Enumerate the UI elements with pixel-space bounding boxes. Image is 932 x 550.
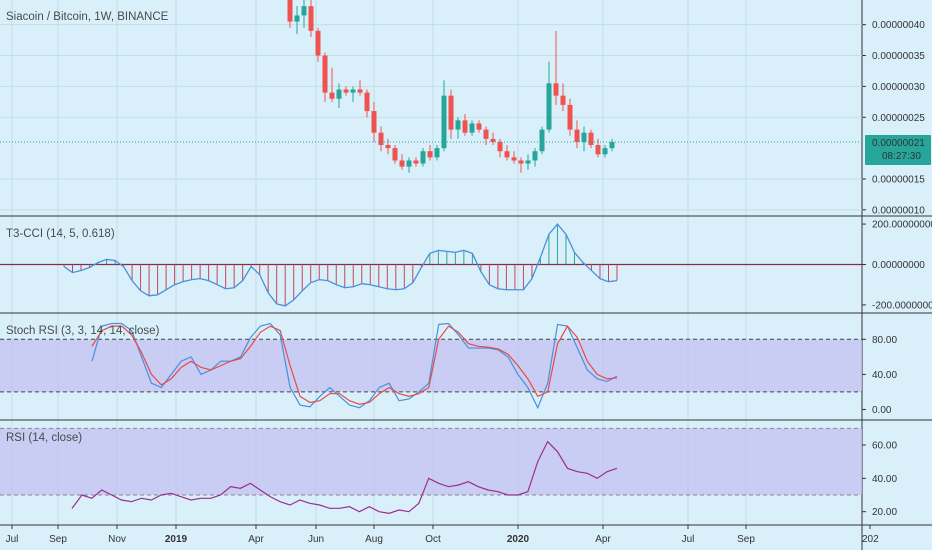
candle-body xyxy=(441,95,447,149)
stoch-k-line xyxy=(91,322,618,410)
candle-body xyxy=(392,148,398,161)
rsi-tick-label: 40.00 xyxy=(872,474,897,485)
candle-body xyxy=(560,95,566,105)
time-tick-label: 2020 xyxy=(507,534,530,545)
candle-body xyxy=(357,89,363,93)
time-tick-label: Jul xyxy=(682,534,695,545)
price-tick-label: 0.00000035 xyxy=(872,51,925,62)
candle-body xyxy=(406,160,412,167)
candle-body xyxy=(532,151,538,161)
candle-body xyxy=(539,129,545,152)
time-tick-label: Apr xyxy=(595,534,611,545)
candle-body xyxy=(504,151,510,158)
candle-body xyxy=(350,89,356,93)
candle-body xyxy=(399,160,405,167)
candle-body xyxy=(343,89,349,93)
price-tick-label: 0.00000040 xyxy=(872,20,925,31)
candle-body xyxy=(490,138,496,142)
price-tick-label: 0.00000010 xyxy=(872,205,925,216)
price-candles xyxy=(287,0,615,173)
time-tick-label: Sep xyxy=(737,534,755,545)
time-tick-label: 2019 xyxy=(165,534,188,545)
candle-body xyxy=(308,6,314,31)
candle-body xyxy=(609,141,615,149)
cci-tick-label: 200.00000000 xyxy=(872,220,932,231)
time-tick-label: Apr xyxy=(248,534,264,545)
time-tick-label: 202 xyxy=(862,534,879,545)
stoch-title: Stoch RSI (3, 3, 14, 14, close) xyxy=(6,325,160,337)
candle-body xyxy=(567,104,573,130)
candle-body xyxy=(329,92,335,99)
cci-title: T3-CCI (14, 5, 0.618) xyxy=(6,228,115,240)
cci-line xyxy=(63,223,618,307)
price-tick-label: 0.00000025 xyxy=(872,113,925,124)
candle-body xyxy=(427,151,433,158)
candle-body xyxy=(315,30,321,56)
candle-body xyxy=(476,123,482,130)
rsi-tick-label: 60.00 xyxy=(872,441,897,452)
time-tick-label: Oct xyxy=(425,534,441,545)
rsi-line xyxy=(71,440,618,514)
rsi-band xyxy=(0,428,862,495)
symbol-title: Siacoin / Bitcoin, 1W, BINANCE xyxy=(6,11,169,23)
candle-body xyxy=(287,0,293,22)
price-tick-label: 0.00000015 xyxy=(872,174,925,185)
candle-body xyxy=(581,132,587,142)
stoch-band xyxy=(0,339,862,392)
candle-body xyxy=(322,55,328,93)
candle-body xyxy=(497,141,503,152)
candle-body xyxy=(364,92,370,112)
candle-body xyxy=(294,15,300,22)
candle-body xyxy=(602,148,608,155)
candle-body xyxy=(546,83,552,130)
rsi-tick-label: 20.00 xyxy=(872,507,897,518)
stoch-tick-label: 40.00 xyxy=(872,370,897,381)
candle-body xyxy=(336,89,342,99)
stoch-d-line xyxy=(91,325,618,405)
candle-body xyxy=(588,132,594,146)
candle-body xyxy=(469,123,475,133)
time-tick-label: Sep xyxy=(49,534,67,545)
candle-body xyxy=(525,160,531,164)
candle-body xyxy=(595,145,601,155)
candle-body xyxy=(462,120,468,133)
stoch-tick-label: 80.00 xyxy=(872,335,897,346)
candle-body xyxy=(574,129,580,142)
time-tick-label: Jul xyxy=(6,534,19,545)
stoch-tick-label: 0.00 xyxy=(872,405,892,416)
cci-tick-label: -200.00000000 xyxy=(872,300,932,311)
time-tick-label: Aug xyxy=(365,534,383,545)
candle-body xyxy=(434,148,440,158)
candle-body xyxy=(371,111,377,133)
candle-body xyxy=(378,132,384,146)
candle-body xyxy=(413,160,419,164)
last-price-badge xyxy=(865,134,931,165)
time-tick-label: Jun xyxy=(308,534,324,545)
candle-body xyxy=(455,120,461,130)
candle-body xyxy=(518,160,524,164)
cci-tick-label: 0.00000000 xyxy=(872,260,925,271)
time-tick-label: Nov xyxy=(108,534,126,545)
candle-body xyxy=(385,145,391,149)
candle-body xyxy=(511,157,517,161)
rsi-title: RSI (14, close) xyxy=(6,432,82,444)
candle-body xyxy=(483,129,489,139)
candle-body xyxy=(420,151,426,164)
bar-countdown-label: 08:27:30 xyxy=(882,151,921,162)
last-price-label: 0.00000021 xyxy=(872,138,925,149)
price-tick-label: 0.00000030 xyxy=(872,82,925,93)
candle-body xyxy=(448,95,454,130)
candle-body xyxy=(301,6,307,16)
candle-body xyxy=(553,83,559,96)
cci-histogram xyxy=(63,224,618,306)
